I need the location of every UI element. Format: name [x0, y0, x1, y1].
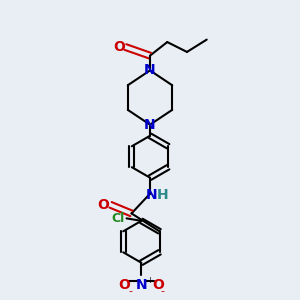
Text: Cl: Cl	[111, 212, 124, 225]
Text: N: N	[144, 118, 156, 132]
Text: N: N	[144, 63, 156, 77]
Text: -: -	[160, 286, 164, 296]
Text: N: N	[136, 278, 147, 292]
Text: O: O	[118, 278, 130, 292]
Text: -: -	[128, 286, 132, 296]
Text: +: +	[146, 276, 153, 285]
Text: O: O	[153, 278, 165, 292]
Text: N: N	[146, 188, 157, 202]
Text: O: O	[113, 40, 125, 54]
Text: H: H	[157, 188, 168, 202]
Text: O: O	[97, 198, 109, 212]
